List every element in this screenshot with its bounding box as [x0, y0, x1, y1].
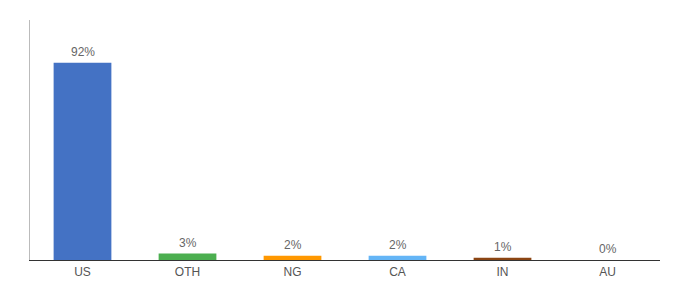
svg-text:2%: 2%	[284, 238, 302, 252]
svg-text:OTH: OTH	[175, 265, 200, 279]
svg-text:3%: 3%	[179, 236, 197, 250]
svg-text:92%: 92%	[71, 45, 95, 59]
svg-text:US: US	[74, 265, 91, 279]
svg-text:NG: NG	[284, 265, 302, 279]
svg-text:0%: 0%	[599, 242, 617, 256]
svg-text:IN: IN	[497, 265, 509, 279]
svg-text:AU: AU	[599, 265, 616, 279]
svg-text:2%: 2%	[389, 238, 407, 252]
svg-text:1%: 1%	[494, 240, 512, 254]
svg-text:CA: CA	[389, 265, 406, 279]
